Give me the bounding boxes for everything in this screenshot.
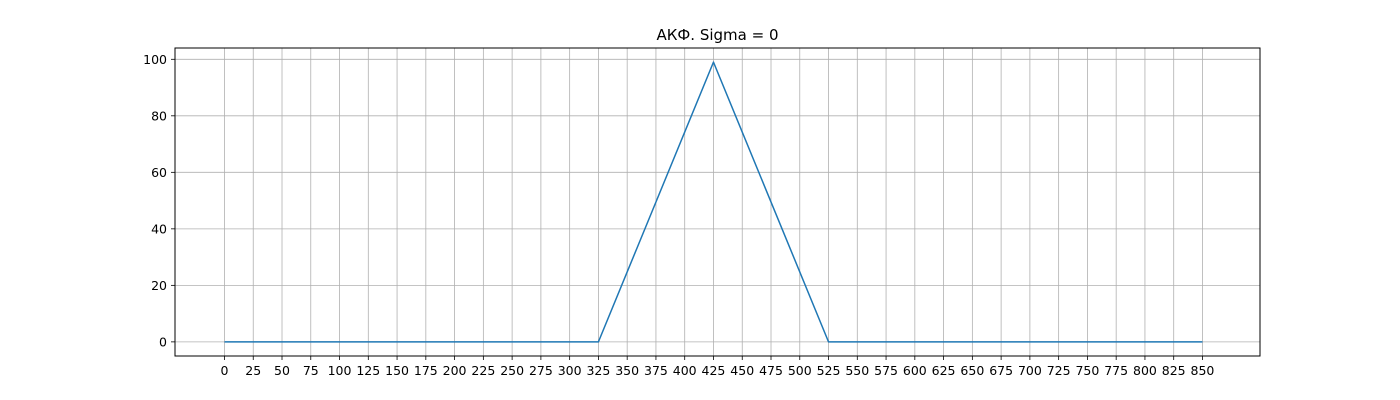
x-tick-label: 375 [644,363,668,378]
x-tick-label: 300 [558,363,582,378]
x-tick-label: 25 [245,363,261,378]
x-tick-label: 425 [702,363,726,378]
x-tick-label: 725 [1047,363,1071,378]
x-tick-label: 325 [586,363,610,378]
x-tick-label: 100 [328,363,352,378]
x-tick-label: 475 [759,363,783,378]
grid [175,48,1260,356]
x-tick-label: 550 [845,363,869,378]
plot-frame [174,47,1261,357]
x-tick-label: 700 [1018,363,1042,378]
x-tick-label: 625 [932,363,956,378]
series-line-0 [224,61,1203,343]
x-tick-label: 0 [220,363,228,378]
x-tick-label: 750 [1075,363,1099,378]
y-tick-label: 100 [143,52,167,67]
y-tick-label: 60 [151,165,167,180]
x-tick-label: 275 [529,363,553,378]
x-tick-label: 525 [817,363,841,378]
x-tick-label: 225 [471,363,495,378]
x-tick-label: 650 [960,363,984,378]
x-axis: 0 25 50 75 100 125 150 175 200 225 250 275 300 325 350… [220,356,1214,378]
y-tick-label: 80 [151,108,167,123]
x-tick-label: 350 [615,363,639,378]
x-tick-label: 500 [788,363,812,378]
x-tick-label: 575 [874,363,898,378]
x-tick-label: 850 [1191,363,1215,378]
x-tick-label: 800 [1133,363,1157,378]
x-tick-label: 400 [673,363,697,378]
x-tick-label: 675 [989,363,1013,378]
x-tick-label: 125 [356,363,380,378]
x-tick-label: 175 [414,363,438,378]
x-tick-label: 775 [1104,363,1128,378]
chart-title: АКФ. Sigma = 0 [656,26,778,44]
x-tick-label: 450 [730,363,754,378]
x-tick-label: 200 [443,363,467,378]
y-tick-label: 0 [159,334,167,349]
x-tick-label: 150 [385,363,409,378]
x-tick-label: 75 [303,363,319,378]
x-tick-label: 825 [1162,363,1186,378]
x-tick-label: 600 [903,363,927,378]
x-tick-label: 250 [500,363,524,378]
series-layer [224,61,1203,343]
y-tick-label: 40 [151,221,167,236]
y-tick-label: 20 [151,278,167,293]
y-axis: 0 20 40 60 80 100 [143,52,175,349]
x-tick-label: 50 [274,363,290,378]
